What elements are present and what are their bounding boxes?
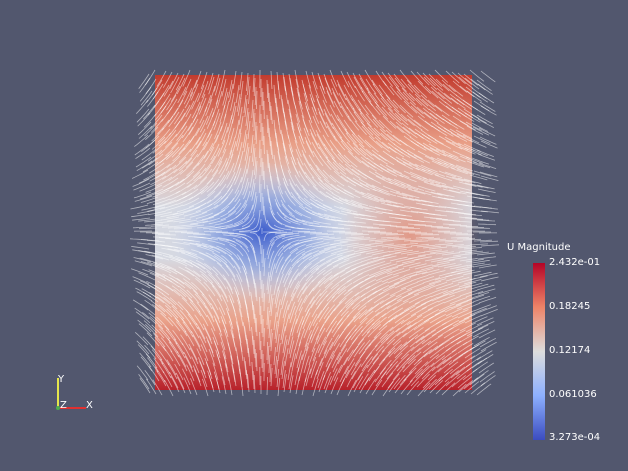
streamline	[260, 297, 261, 315]
color-bar-title: U Magnitude	[507, 242, 570, 253]
streamline	[477, 384, 491, 395]
streamline	[480, 207, 498, 209]
streamline	[474, 171, 491, 176]
streamline	[470, 276, 488, 280]
streamline	[131, 246, 149, 249]
streamline	[477, 220, 495, 221]
streamline	[139, 374, 149, 389]
color-bar-label: 0.12174	[549, 345, 590, 356]
color-bar	[533, 263, 545, 440]
axis-label: X	[86, 400, 93, 411]
color-bar-label: 3.273e-04	[549, 432, 600, 443]
color-bar-label: 2.432e-01	[549, 257, 600, 268]
streamline	[479, 198, 497, 201]
streamline	[480, 241, 498, 242]
streamline	[472, 325, 488, 333]
streamline	[135, 144, 149, 155]
streamline	[477, 285, 494, 290]
streamline	[481, 141, 498, 148]
streamline	[471, 349, 486, 359]
color-bar-label: 0.061036	[549, 389, 597, 400]
streamline	[472, 193, 490, 196]
streamline	[479, 128, 495, 136]
streamline	[473, 362, 488, 372]
streamline	[466, 227, 484, 228]
streamline	[135, 332, 148, 345]
streamline	[474, 136, 490, 144]
axis-label: Y	[57, 374, 65, 385]
streamline	[477, 318, 493, 325]
streamline	[132, 170, 148, 179]
streamline	[142, 158, 157, 168]
streamline	[481, 277, 499, 281]
streamline	[140, 184, 157, 191]
streamline	[136, 100, 148, 114]
streamline	[478, 84, 493, 94]
streamline	[477, 150, 494, 157]
streamline	[478, 354, 493, 364]
streamline	[139, 228, 157, 229]
streamline	[138, 251, 156, 255]
streamline	[470, 175, 487, 180]
streamline	[137, 161, 152, 171]
streamline	[133, 183, 150, 190]
streamline	[481, 375, 496, 386]
axis-label: Z	[60, 400, 67, 411]
streamline	[471, 317, 487, 324]
streamline	[135, 308, 149, 319]
streamline	[481, 342, 497, 351]
streamline	[478, 189, 496, 193]
streamline	[261, 184, 262, 202]
streamline	[136, 312, 150, 323]
streamline	[473, 329, 489, 337]
streamline	[481, 211, 499, 213]
streamline	[479, 297, 496, 303]
streamline	[131, 205, 149, 209]
streamline	[140, 378, 150, 393]
orientation-axes: Y Z X	[56, 374, 93, 411]
streamline	[481, 245, 499, 246]
streamline	[477, 351, 492, 360]
streamline	[479, 330, 495, 338]
streamline	[402, 228, 420, 229]
streamline	[137, 341, 149, 354]
streamline	[131, 214, 149, 217]
streamline	[478, 257, 496, 259]
streamline	[133, 227, 151, 228]
streamline	[480, 137, 496, 144]
streamline	[131, 269, 148, 275]
streamline	[474, 370, 489, 381]
color-bar-label: 0.18245	[549, 301, 590, 312]
streamline	[474, 337, 490, 346]
streamline	[267, 377, 268, 395]
streamline	[478, 321, 494, 329]
streamline	[471, 284, 488, 289]
streamline	[480, 372, 495, 383]
streamline	[478, 224, 496, 225]
streamline	[264, 293, 265, 311]
